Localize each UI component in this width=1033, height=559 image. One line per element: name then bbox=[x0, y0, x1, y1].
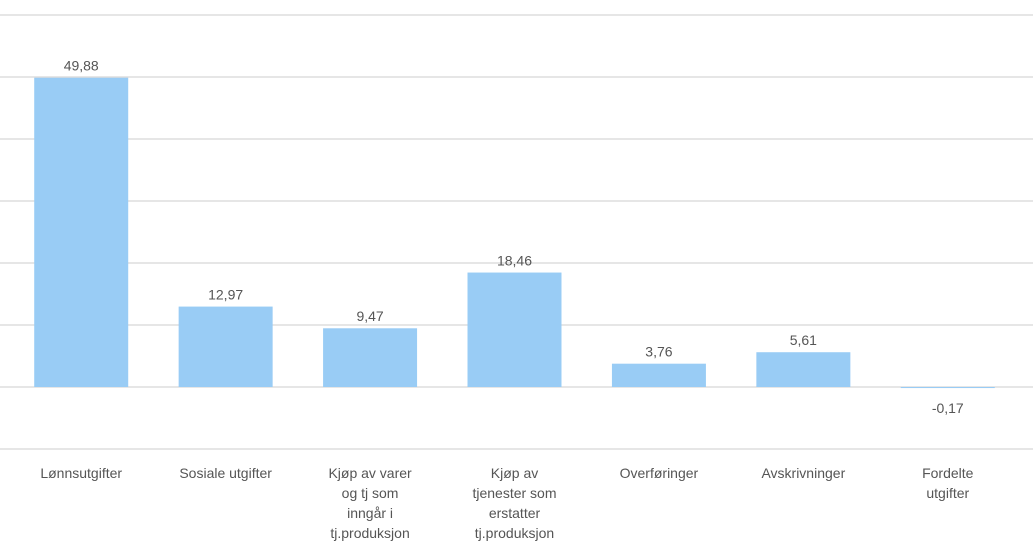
x-tick-label: Avskrivninger bbox=[761, 465, 846, 481]
value-label: 12,97 bbox=[208, 286, 243, 302]
x-tick-label: Overføringer bbox=[619, 465, 699, 481]
bar bbox=[900, 387, 995, 389]
x-tick-label: Kjøp av varer og tj som inngår i tj.prod… bbox=[328, 465, 412, 541]
bar bbox=[467, 272, 562, 387]
value-label: 5,61 bbox=[790, 332, 817, 348]
x-tick-label: Lønnsutgifter bbox=[40, 465, 123, 481]
bar bbox=[756, 352, 851, 387]
bar bbox=[323, 328, 418, 387]
value-label: 9,47 bbox=[356, 308, 383, 324]
bar bbox=[611, 363, 706, 387]
x-tick-label: Kjøp av tjenester som erstatter tj.produ… bbox=[472, 465, 557, 541]
value-label: 49,88 bbox=[64, 57, 99, 73]
x-tick-label: Fordelte utgifter bbox=[922, 465, 974, 501]
value-label: 3,76 bbox=[645, 343, 672, 359]
bar bbox=[34, 77, 129, 387]
value-label: -0,17 bbox=[932, 400, 964, 416]
value-label: 18,46 bbox=[497, 252, 532, 268]
bar bbox=[178, 306, 273, 387]
x-tick-label: Sosiale utgifter bbox=[179, 465, 272, 481]
